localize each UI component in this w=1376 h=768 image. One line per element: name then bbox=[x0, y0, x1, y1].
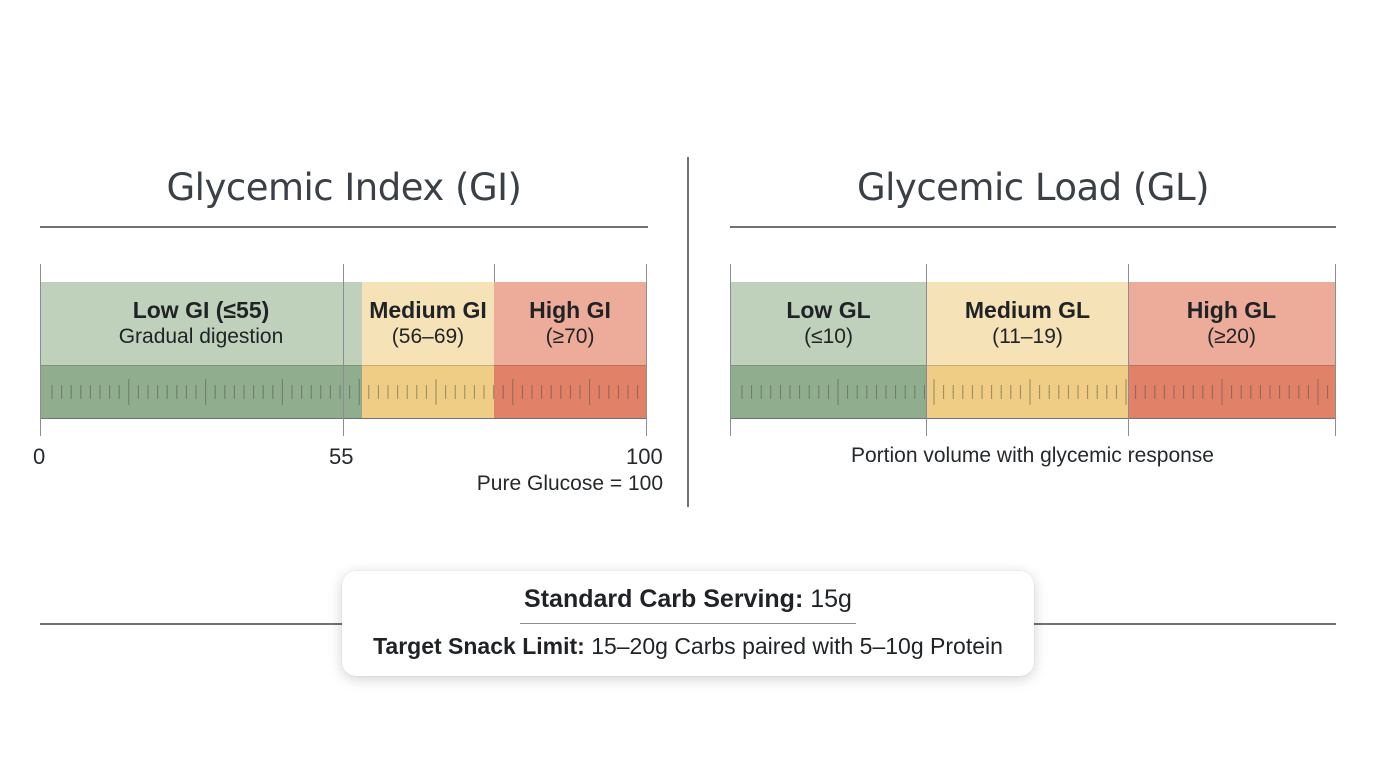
carb-info-card: Standard Carb Serving: 15g Target Snack … bbox=[342, 571, 1034, 676]
gl-low-segment: Low GL (≤10) bbox=[730, 282, 927, 365]
gi-axis-mid: 55 bbox=[329, 444, 354, 469]
gi-title-rule bbox=[40, 226, 648, 228]
standard-serving-label: Standard Carb Serving: bbox=[524, 585, 804, 613]
gi-boundary-55 bbox=[343, 264, 344, 436]
gl-boundary-left bbox=[730, 264, 731, 436]
gl-caption: Portion volume with glycemic response bbox=[851, 444, 1214, 467]
gi-medium-segment: Medium GI (56–69) bbox=[362, 282, 494, 365]
gi-high-range: (≥70) bbox=[545, 325, 595, 348]
gl-medium-band bbox=[927, 365, 1128, 419]
standard-serving-value: 15g bbox=[810, 585, 852, 613]
gl-boundary-20 bbox=[1128, 264, 1129, 436]
gl-low-label: Low GL bbox=[786, 297, 871, 323]
gi-low-segment: Low GI (≤55) Gradual digestion bbox=[40, 282, 362, 365]
gi-medium-range: (56–69) bbox=[391, 325, 465, 348]
gl-minor-ticks bbox=[741, 379, 1329, 405]
gi-boundary-70 bbox=[494, 264, 495, 282]
gi-minor-ticks bbox=[51, 379, 639, 405]
standard-serving-line: Standard Carb Serving: 15g bbox=[342, 585, 1034, 614]
gl-scale: Low GL (≤10) Medium GL (11–19) High GL (… bbox=[730, 282, 1335, 419]
gi-high-band bbox=[494, 365, 646, 419]
snack-limit-label: Target Snack Limit: bbox=[373, 633, 585, 659]
gi-low-label: Low GI (≤55) bbox=[132, 297, 270, 323]
gi-low-band bbox=[40, 365, 362, 419]
snack-limit-line: Target Snack Limit: 15–20g Carbs paired … bbox=[342, 633, 1034, 660]
gl-high-label: High GL bbox=[1186, 297, 1277, 323]
gl-medium-segment: Medium GL (11–19) bbox=[927, 282, 1128, 365]
gl-boundary-right bbox=[1335, 264, 1336, 436]
gl-medium-label: Medium GL bbox=[964, 297, 1091, 323]
gl-title-rule bbox=[730, 226, 1336, 228]
gi-boundary-0 bbox=[40, 264, 41, 436]
snack-limit-value: 15–20g Carbs paired with 5–10g Protein bbox=[591, 633, 1003, 659]
gi-high-label: High GI bbox=[529, 297, 611, 323]
gi-note: Pure Glucose = 100 bbox=[476, 472, 663, 495]
gi-title: Glycemic Index (GI) bbox=[166, 166, 522, 209]
gl-medium-range: (11–19) bbox=[992, 325, 1063, 348]
gl-low-range: (≤10) bbox=[804, 325, 853, 348]
gi-medium-label: Medium GI bbox=[369, 297, 487, 323]
gi-axis-min: 0 bbox=[33, 444, 46, 469]
gl-high-segment: High GL (≥20) bbox=[1128, 282, 1335, 365]
gi-high-segment: High GI (≥70) bbox=[494, 282, 646, 365]
gi-scale: Low GI (≤55) Gradual digestion Medium GI… bbox=[40, 282, 646, 419]
gi-medium-band bbox=[362, 365, 494, 419]
card-divider bbox=[520, 623, 856, 624]
gl-boundary-10 bbox=[926, 264, 927, 436]
gi-boundary-100 bbox=[646, 264, 647, 436]
panel-divider bbox=[687, 157, 689, 507]
gl-high-range: (≥20) bbox=[1207, 325, 1256, 348]
gi-axis-max: 100 bbox=[626, 444, 663, 469]
gi-low-sublabel: Gradual digestion bbox=[118, 325, 284, 348]
gl-title: Glycemic Load (GL) bbox=[856, 166, 1210, 209]
